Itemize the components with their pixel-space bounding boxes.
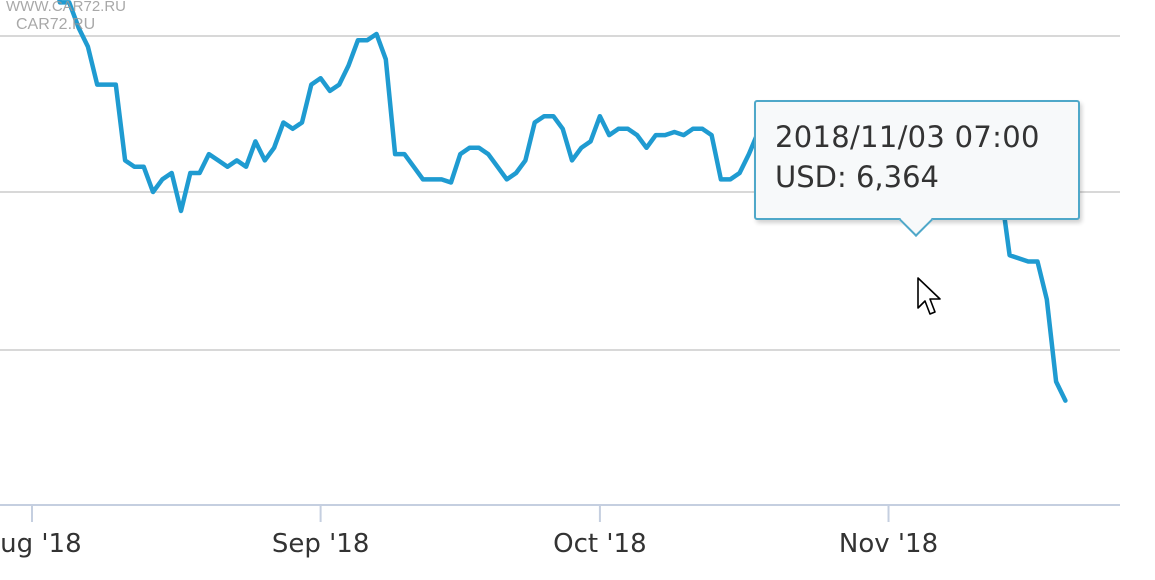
data-point[interactable] — [617, 127, 621, 131]
data-point[interactable] — [58, 0, 62, 4]
data-point[interactable] — [635, 133, 639, 137]
data-point[interactable] — [309, 83, 313, 87]
data-point[interactable] — [328, 89, 332, 93]
data-point[interactable] — [142, 165, 146, 169]
data-point[interactable] — [1036, 260, 1040, 264]
data-point[interactable] — [672, 130, 676, 134]
data-point[interactable] — [691, 127, 695, 131]
tooltip-value: 6,364 — [855, 160, 939, 194]
data-point[interactable] — [384, 57, 388, 61]
x-axis-tick-label: Sep '18 — [272, 529, 370, 559]
data-point[interactable] — [105, 83, 109, 87]
data-point[interactable] — [710, 133, 714, 137]
data-point[interactable] — [1008, 253, 1012, 257]
x-axis — [0, 504, 1120, 522]
data-point[interactable] — [607, 133, 611, 137]
data-point[interactable] — [319, 76, 323, 80]
data-point[interactable] — [523, 158, 527, 162]
mouse-pointer-icon — [916, 276, 946, 322]
data-point[interactable] — [291, 127, 295, 131]
x-axis-tick-label: Nov '18 — [839, 529, 938, 559]
tooltip-value-row: USD: 6,364 — [775, 160, 939, 194]
data-point[interactable] — [198, 171, 202, 175]
data-point[interactable] — [179, 209, 183, 213]
data-point[interactable] — [235, 158, 239, 162]
data-point[interactable] — [738, 171, 742, 175]
data-point[interactable] — [393, 152, 397, 156]
data-point[interactable] — [430, 177, 434, 181]
data-point[interactable] — [747, 152, 751, 156]
data-point[interactable] — [645, 146, 649, 150]
data-point[interactable] — [1054, 380, 1058, 384]
data-point[interactable] — [1063, 399, 1067, 403]
data-tooltip: 2018/11/03 07:00 USD: 6,364 — [754, 100, 1080, 237]
data-point[interactable] — [86, 45, 90, 49]
data-point[interactable] — [458, 152, 462, 156]
data-point[interactable] — [719, 177, 723, 181]
data-point[interactable] — [123, 158, 127, 162]
data-point[interactable] — [1026, 260, 1030, 264]
data-point[interactable] — [216, 158, 220, 162]
data-point[interactable] — [1045, 297, 1049, 301]
data-point[interactable] — [151, 190, 155, 194]
data-point[interactable] — [486, 152, 490, 156]
tooltip-date: 2018/11/03 07:00 — [775, 120, 1040, 154]
data-point[interactable] — [533, 121, 537, 125]
x-axis-tick-label: Oct '18 — [553, 529, 646, 559]
data-point[interactable] — [160, 177, 164, 181]
data-point[interactable] — [700, 127, 704, 131]
data-point[interactable] — [114, 83, 118, 87]
data-point[interactable] — [77, 26, 81, 30]
data-point[interactable] — [170, 171, 174, 175]
data-point[interactable] — [468, 146, 472, 150]
data-point[interactable] — [663, 133, 667, 137]
data-point[interactable] — [505, 177, 509, 181]
data-point[interactable] — [281, 121, 285, 125]
data-point[interactable] — [188, 171, 192, 175]
data-point[interactable] — [421, 177, 425, 181]
data-point[interactable] — [728, 177, 732, 181]
data-point[interactable] — [95, 83, 99, 87]
data-point[interactable] — [207, 152, 211, 156]
data-point[interactable] — [272, 146, 276, 150]
data-point[interactable] — [477, 146, 481, 150]
data-point[interactable] — [300, 121, 304, 125]
data-point[interactable] — [412, 165, 416, 169]
data-point[interactable] — [226, 165, 230, 169]
data-point[interactable] — [402, 152, 406, 156]
data-point[interactable] — [561, 127, 565, 131]
data-point[interactable] — [449, 181, 453, 185]
data-point[interactable] — [514, 171, 518, 175]
data-point[interactable] — [337, 83, 341, 87]
data-point[interactable] — [598, 114, 602, 118]
data-point[interactable] — [132, 165, 136, 169]
data-point[interactable] — [244, 165, 248, 169]
data-point[interactable] — [1017, 256, 1021, 260]
x-axis-tick-labels: Aug '18 Sep '18 Oct '18 Nov '18 — [0, 529, 938, 559]
data-point[interactable] — [440, 177, 444, 181]
data-point[interactable] — [654, 133, 658, 137]
data-point[interactable] — [347, 64, 351, 68]
x-axis-tick-label: Aug '18 — [0, 529, 82, 559]
data-point[interactable] — [570, 158, 574, 162]
data-point[interactable] — [579, 146, 583, 150]
data-point[interactable] — [542, 114, 546, 118]
data-point[interactable] — [682, 133, 686, 137]
data-point[interactable] — [356, 38, 360, 42]
tooltip-series-label: USD — [775, 160, 837, 194]
data-point[interactable] — [551, 114, 555, 118]
data-point[interactable] — [253, 139, 257, 143]
data-point[interactable] — [365, 38, 369, 42]
data-point[interactable] — [375, 32, 379, 36]
data-point[interactable] — [589, 139, 593, 143]
data-point[interactable] — [496, 165, 500, 169]
data-point[interactable] — [67, 0, 71, 4]
data-point[interactable] — [626, 127, 630, 131]
data-point[interactable] — [263, 158, 267, 162]
